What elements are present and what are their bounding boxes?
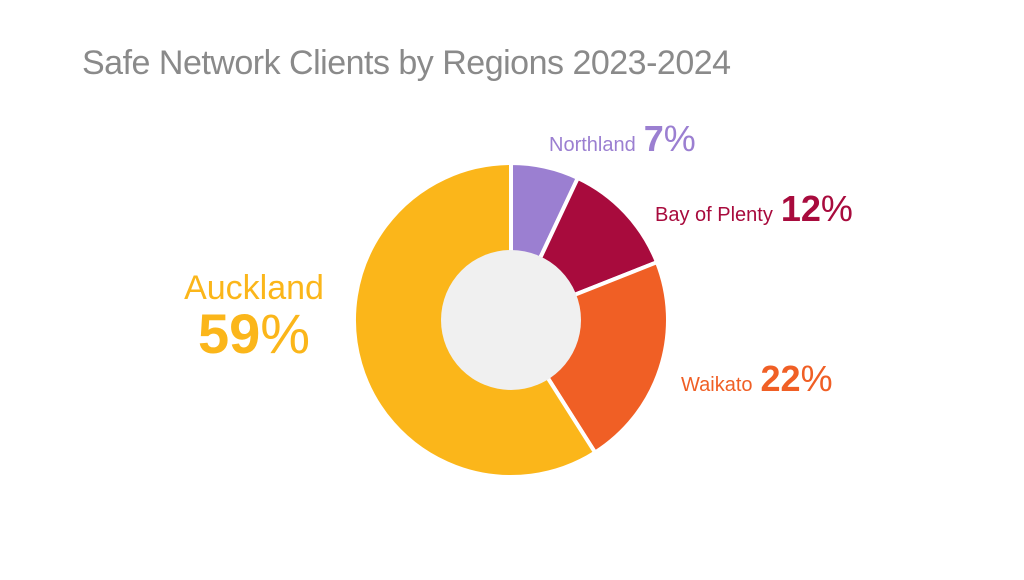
label-auckland-value-group: 59% — [176, 306, 332, 377]
label-northland-value: 7 — [643, 118, 664, 159]
label-auckland-value: 59 — [197, 302, 261, 365]
label-waikato-percent: % — [800, 358, 833, 399]
donut-center — [441, 250, 581, 390]
label-bay-of-plenty-value: 12 — [780, 188, 821, 229]
label-bay-of-plenty: Bay of Plenty 12% — [655, 188, 853, 230]
label-northland-percent: % — [663, 118, 696, 159]
label-northland: Northland 7% — [549, 118, 696, 160]
label-auckland: Auckland 59% — [176, 270, 332, 377]
label-auckland-percent: % — [260, 302, 311, 365]
label-waikato: Waikato 22% — [681, 358, 833, 400]
label-auckland-name: Auckland — [184, 269, 324, 307]
chart-title: Safe Network Clients by Regions 2023-202… — [82, 44, 731, 82]
label-northland-name: Northland — [549, 134, 636, 156]
label-bay-of-plenty-name: Bay of Plenty — [655, 204, 773, 226]
label-waikato-name: Waikato — [681, 374, 753, 396]
label-bay-of-plenty-percent: % — [820, 188, 853, 229]
label-waikato-value: 22 — [760, 358, 801, 399]
